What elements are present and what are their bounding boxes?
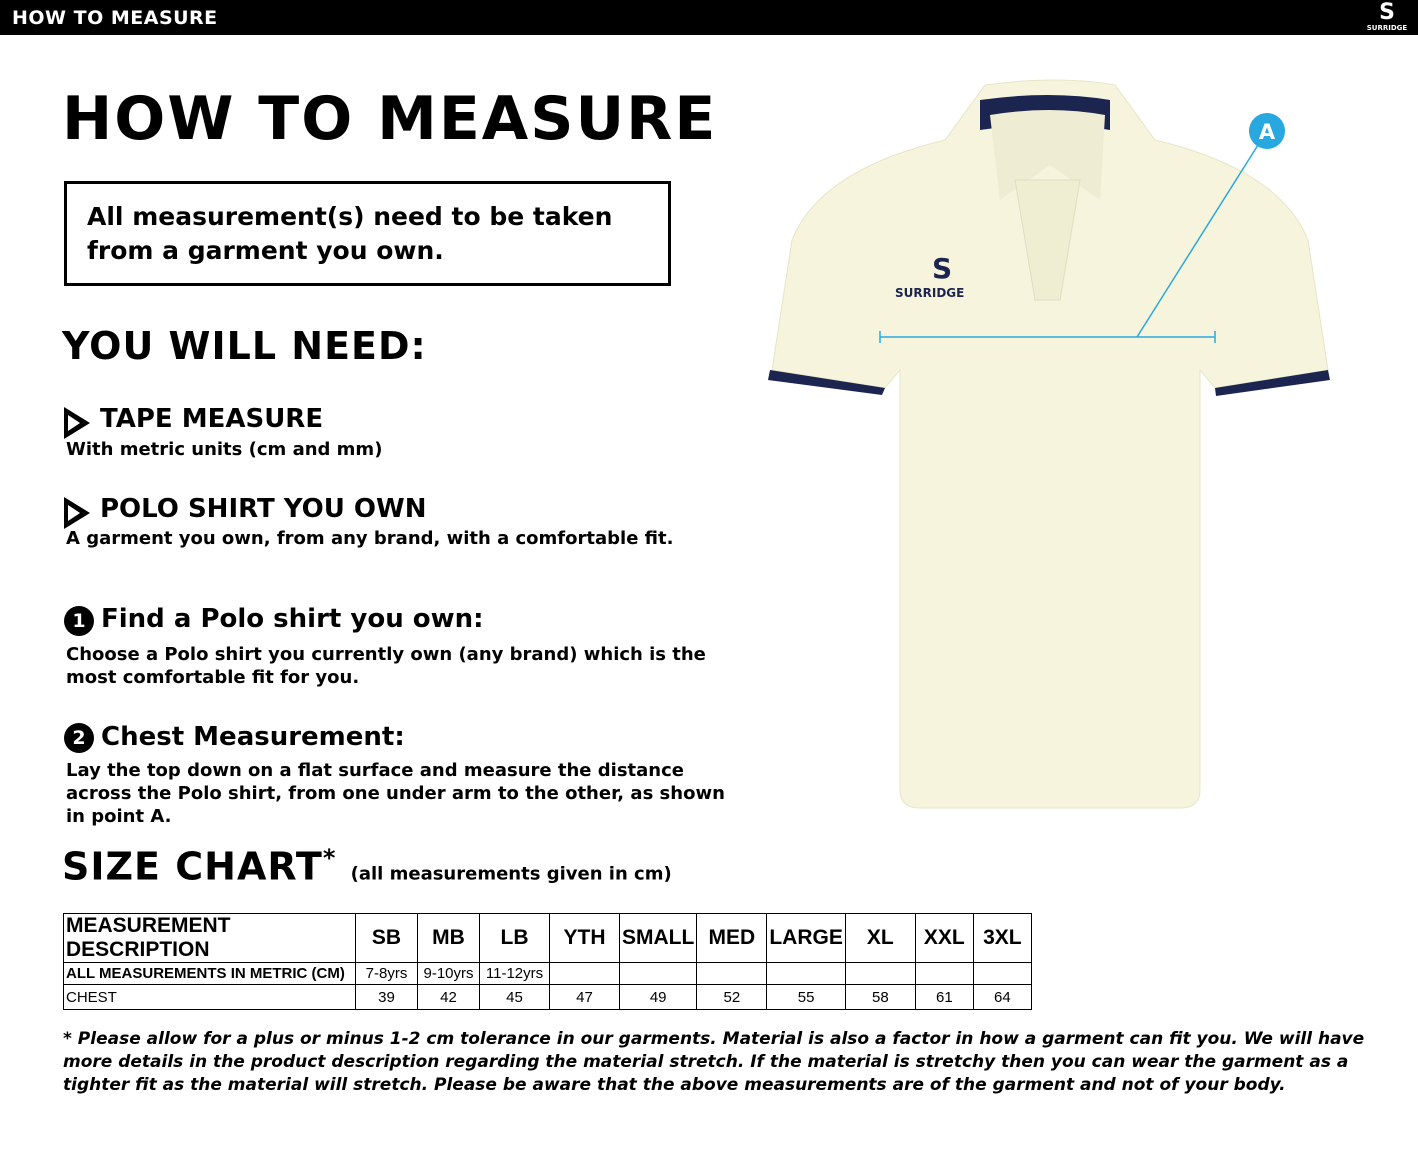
- step-title: Find a Polo shirt you own:: [101, 604, 484, 634]
- svg-text:A: A: [1259, 120, 1276, 144]
- step-text: Choose a Polo shirt you currently own (a…: [66, 644, 706, 688]
- need-text: With metric units (cm and mm): [66, 439, 383, 460]
- polo-shirt-illustration: S SURRIDGE A: [768, 79, 1330, 809]
- triangle-bullet-icon: [64, 407, 90, 439]
- table-header-row: MEASUREMENT DESCRIPTION SB MB LB YTH SMALL MED…: [63, 913, 1032, 963]
- need-title: TAPE MEASURE: [100, 404, 324, 434]
- table-row: ALL MEASUREMENTS IN METRIC (CM) 7-8yrs 9-1…: [63, 962, 1032, 985]
- you-will-need-heading: YOU WILL NEED:: [62, 324, 427, 368]
- point-a-marker: [1249, 113, 1285, 149]
- triangle-bullet-icon: [64, 497, 90, 529]
- size-chart-table: MEASUREMENT DESCRIPTION SB MB LB YTH SMALL MED…: [63, 913, 1032, 1010]
- header-bar: HOW TO MEASURE S SURRIDGE: [0, 0, 1418, 35]
- step-number-badge: 2: [64, 723, 94, 753]
- notice-box: All measurement(s) need to be taken from…: [64, 181, 671, 286]
- header-title: HOW TO MEASURE: [12, 7, 218, 29]
- size-chart-heading: SIZE CHART* (all measurements given in c…: [62, 844, 672, 889]
- svg-text:S: S: [932, 252, 952, 285]
- surridge-logo: S SURRIDGE: [1366, 0, 1408, 33]
- step-number-badge: 1: [64, 606, 94, 636]
- need-title: POLO SHIRT YOU OWN: [100, 494, 427, 524]
- footnote: * Please allow for a plus or minus 1-2 c…: [63, 1029, 1365, 1095]
- svg-text:SURRIDGE: SURRIDGE: [895, 286, 964, 300]
- page-title: HOW TO MEASURE: [62, 84, 718, 154]
- step-text: Lay the top down on a flat surface and m…: [66, 760, 725, 827]
- step-title: Chest Measurement:: [101, 722, 405, 752]
- table-row: CHEST 39 42 45 47 49 52 55 58 61 64: [63, 984, 1032, 1010]
- need-text: A garment you own, from any brand, with …: [66, 528, 674, 549]
